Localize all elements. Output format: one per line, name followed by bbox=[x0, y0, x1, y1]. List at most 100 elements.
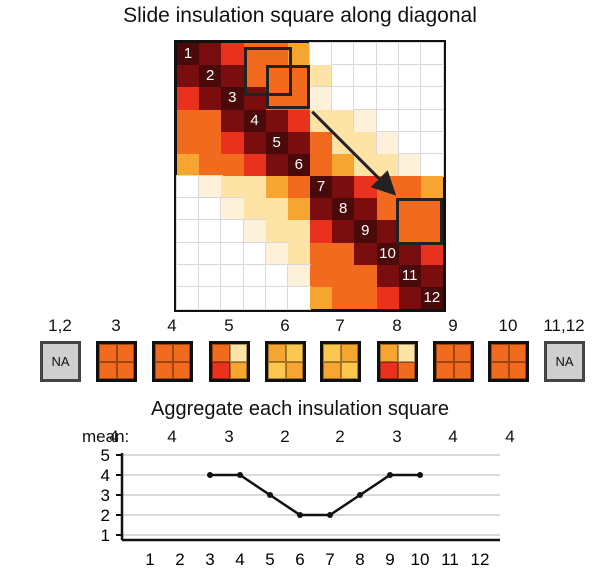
slide-arrow-icon bbox=[311, 110, 397, 196]
matrix-cell bbox=[354, 220, 377, 243]
matrix-cell bbox=[310, 264, 333, 288]
matrix-cell bbox=[310, 242, 333, 266]
y-tick-label: 2 bbox=[101, 506, 110, 525]
insulation-square-icon bbox=[377, 341, 418, 382]
matrix-cell bbox=[353, 108, 378, 134]
square-quadrant bbox=[229, 361, 247, 379]
matrix-cell bbox=[420, 176, 444, 199]
x-tick-label: 3 bbox=[205, 550, 214, 569]
matrix-cell bbox=[332, 242, 355, 266]
matrix-cell bbox=[177, 87, 200, 110]
square-quadrant bbox=[172, 361, 190, 379]
matrix-cell bbox=[354, 242, 377, 266]
diagonal-bin-label: 4 bbox=[250, 111, 259, 129]
x-tick-label: 6 bbox=[295, 550, 304, 569]
matrix-cell bbox=[176, 219, 201, 244]
matrix-cell bbox=[376, 264, 400, 288]
matrix-cell bbox=[375, 130, 401, 156]
matrix-cell bbox=[243, 131, 267, 155]
matrix-cell bbox=[310, 176, 333, 199]
diagonal-bin-label: 11 bbox=[401, 266, 418, 284]
matrix-cell bbox=[242, 219, 268, 244]
matrix-cell bbox=[265, 198, 289, 221]
matrix-cell bbox=[221, 109, 244, 133]
mean-value: 4 bbox=[167, 427, 177, 446]
matrix-cell bbox=[287, 176, 311, 199]
mean-value: 4 bbox=[109, 427, 119, 446]
diagonal-bin-label: 2 bbox=[205, 67, 215, 85]
x-tick-label: 4 bbox=[235, 550, 244, 569]
data-point bbox=[297, 512, 303, 518]
y-tick-label: 3 bbox=[101, 486, 110, 505]
matrix-cell bbox=[199, 153, 222, 177]
matrix-cell bbox=[177, 153, 200, 177]
mean-label: mean: bbox=[82, 427, 130, 446]
matrix-cell bbox=[419, 108, 445, 134]
square-label: 7 bbox=[335, 316, 345, 335]
matrix-cell bbox=[376, 286, 400, 310]
x-tick-label: 7 bbox=[325, 550, 334, 569]
matrix-cell bbox=[220, 197, 245, 222]
matrix-cell bbox=[243, 109, 267, 133]
matrix-cell bbox=[309, 42, 334, 67]
matrix-cell bbox=[375, 86, 401, 111]
matrix-cell bbox=[176, 263, 201, 289]
matrix-cell bbox=[375, 108, 401, 134]
x-tick-label: 2 bbox=[175, 550, 184, 569]
square-quadrant bbox=[340, 344, 358, 362]
diagram-title: Slide insulation square along diagonal bbox=[123, 4, 477, 27]
matrix-cell bbox=[310, 65, 333, 88]
matrix-cell bbox=[375, 64, 401, 89]
square-quadrant bbox=[285, 361, 303, 379]
insulation-square-outline bbox=[396, 198, 443, 245]
matrix-cell bbox=[199, 43, 222, 66]
matrix-cell bbox=[264, 263, 290, 289]
matrix-cell bbox=[243, 198, 267, 221]
matrix-cell bbox=[176, 175, 201, 200]
matrix-cell bbox=[221, 87, 244, 110]
matrix-cell bbox=[398, 176, 422, 199]
x-tick-label: 5 bbox=[265, 550, 274, 569]
mean-value: 4 bbox=[448, 427, 458, 446]
matrix-cell bbox=[309, 86, 334, 111]
matrix-cell bbox=[332, 264, 355, 288]
matrix-cell bbox=[264, 241, 290, 267]
matrix-cell bbox=[331, 42, 356, 67]
matrix-cell bbox=[198, 219, 223, 244]
data-point bbox=[237, 472, 243, 478]
data-point bbox=[267, 492, 273, 498]
matrix-cell bbox=[287, 220, 311, 243]
diagonal-bin-label: 6 bbox=[294, 155, 303, 173]
square-quadrant bbox=[508, 344, 526, 362]
matrix-cell bbox=[376, 198, 400, 221]
square-quadrant bbox=[268, 344, 286, 362]
square-label: 8 bbox=[392, 316, 402, 335]
matrix-cell bbox=[221, 131, 244, 155]
square-quadrant bbox=[380, 361, 398, 379]
square-quadrant bbox=[99, 361, 117, 379]
matrix-cell bbox=[397, 152, 423, 178]
matrix-cell bbox=[287, 198, 311, 221]
matrix-cell bbox=[419, 42, 445, 67]
matrix-cell bbox=[198, 241, 223, 267]
square-quadrant bbox=[116, 361, 134, 379]
x-tick-label: 1 bbox=[145, 550, 154, 569]
matrix-cell bbox=[398, 242, 422, 266]
square-label: 10 bbox=[498, 316, 518, 335]
matrix-cell bbox=[420, 242, 444, 266]
square-quadrant bbox=[212, 361, 230, 379]
matrix-cell bbox=[419, 86, 445, 111]
matrix-cell bbox=[397, 86, 423, 111]
matrix-cell bbox=[242, 263, 268, 289]
y-tick-label: 4 bbox=[101, 466, 110, 485]
matrix-cell bbox=[198, 197, 223, 222]
matrix-cell bbox=[375, 42, 401, 67]
matrix-cell bbox=[331, 64, 356, 89]
x-tick-label: 10 bbox=[411, 550, 430, 569]
square-quadrant bbox=[116, 344, 134, 362]
square-quadrant bbox=[323, 361, 341, 379]
matrix-cell bbox=[353, 42, 378, 67]
matrix-cell bbox=[199, 109, 222, 133]
y-tick-label: 1 bbox=[101, 526, 110, 545]
